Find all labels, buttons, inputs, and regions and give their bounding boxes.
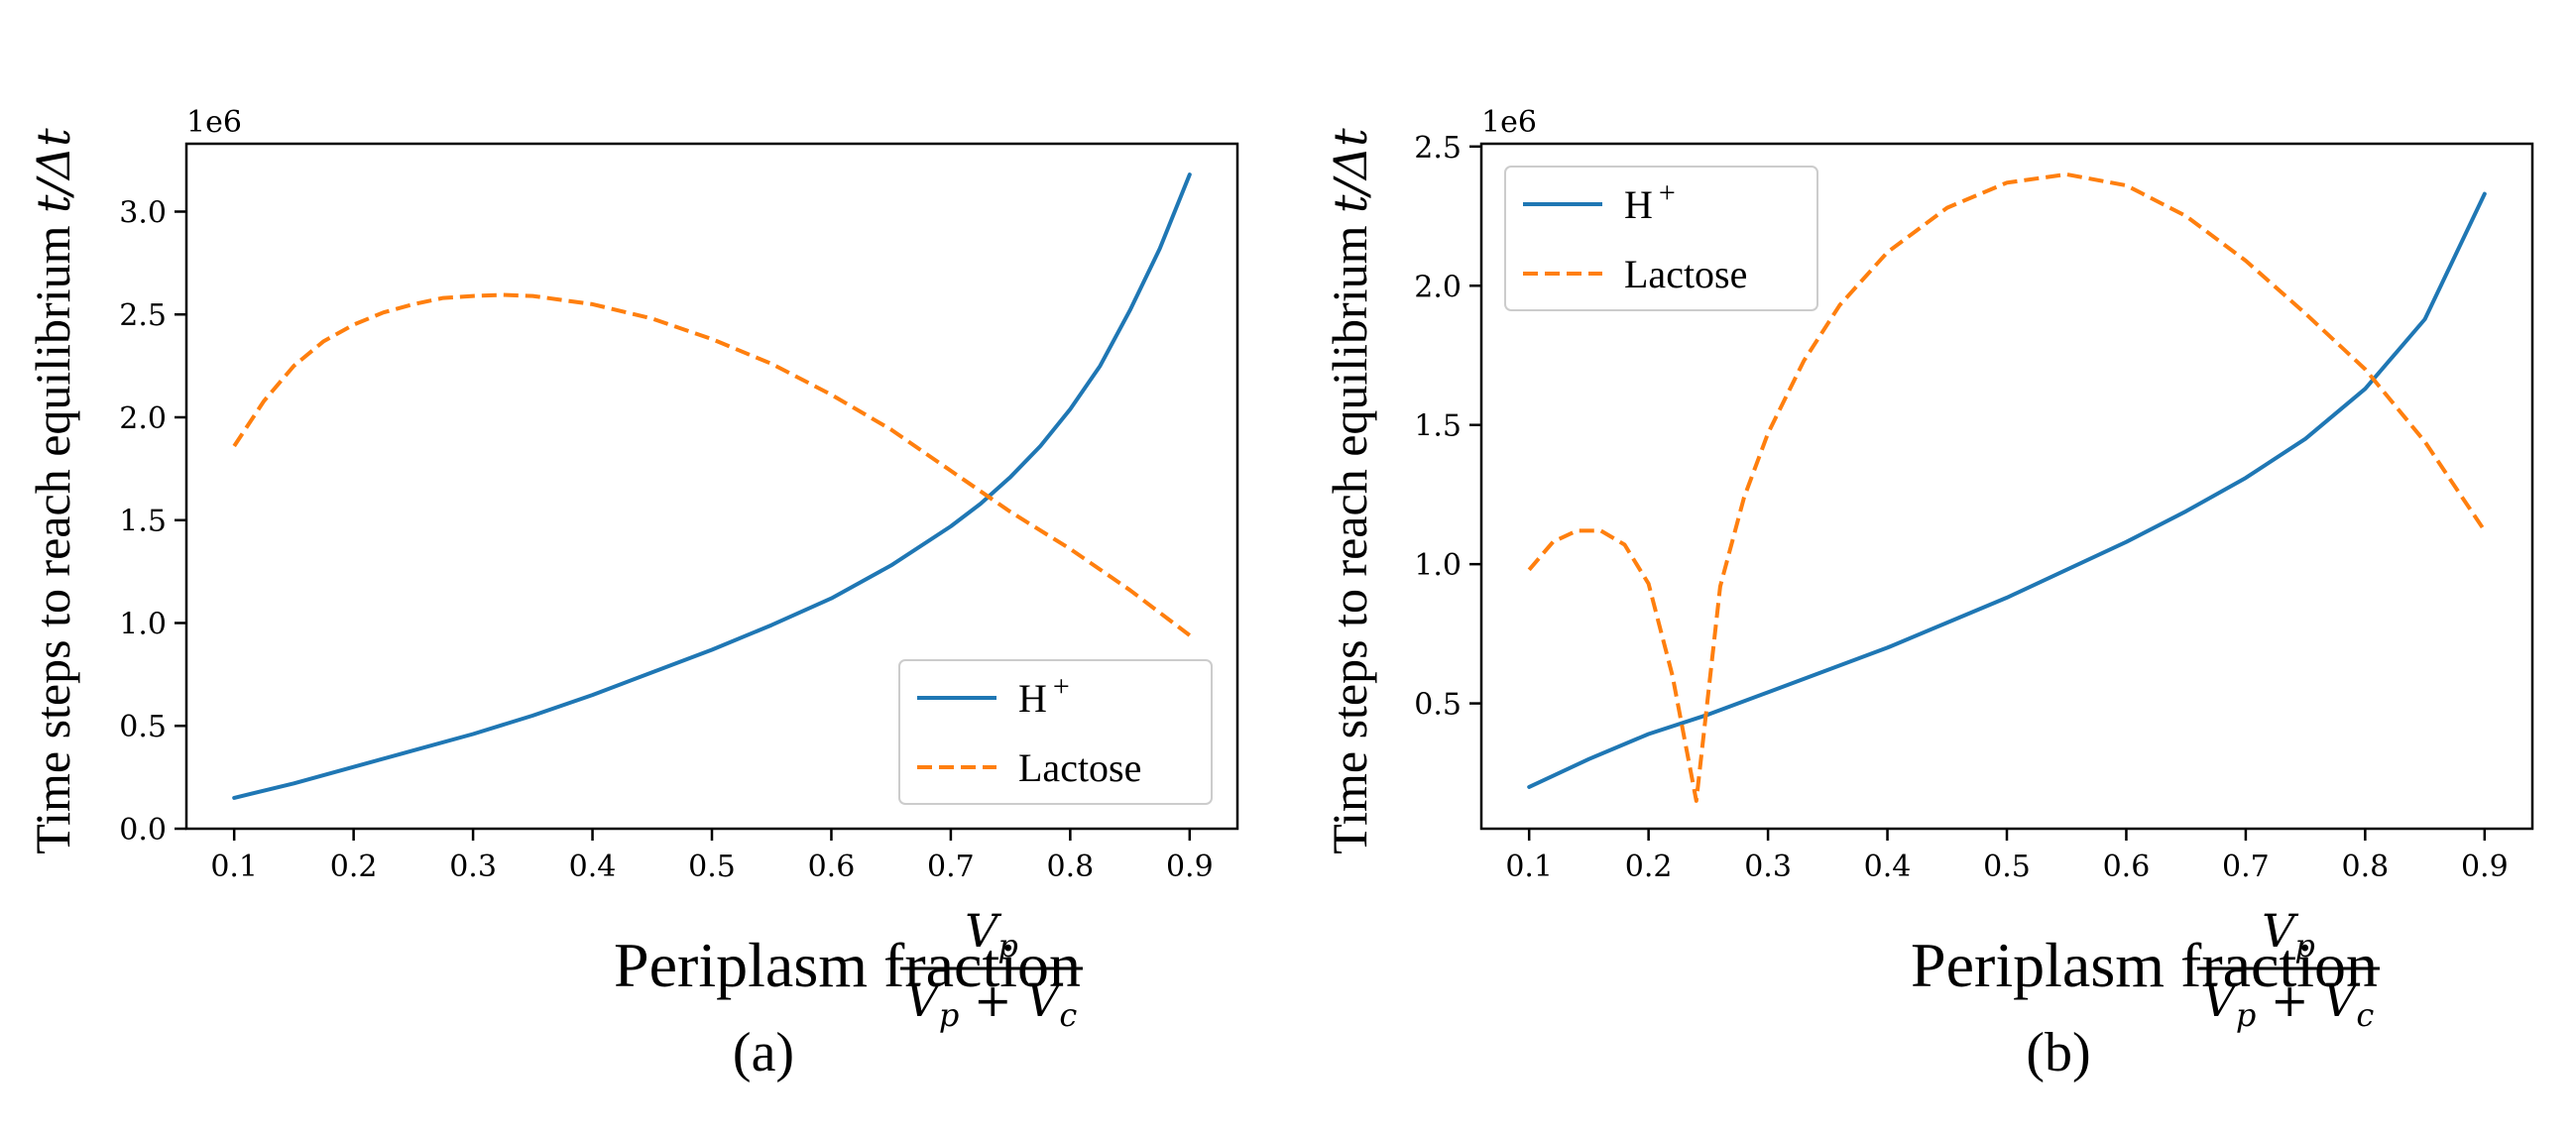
x-axis-label: Periplasm fraction xyxy=(614,930,1081,1000)
y-axis-label-math: t/Δt xyxy=(27,128,80,213)
chart-panel-a: 0.1 0.2 0.3 0.4 0.5 0.6 0.7 0.8 0.9 0.0 0.5 1.0 1.5 2… xyxy=(25,105,1239,1083)
legend-label-h-plus: H + xyxy=(1018,670,1070,721)
x-axis-label-fraction-numerator: Vp xyxy=(2262,904,2315,965)
x-tick-label: 0.8 xyxy=(1047,850,1095,884)
legend-label-h-plus: H + xyxy=(1624,176,1676,227)
x-tick-label: 0.6 xyxy=(808,850,856,884)
y-axis-label-text: Time steps to reach equilibrium xyxy=(1322,213,1377,854)
y-tick-label: 0.5 xyxy=(1414,688,1462,723)
y-tick-label: 1.0 xyxy=(1414,548,1462,583)
x-tick-label: 0.7 xyxy=(2222,850,2270,884)
x-tick-label: 0.2 xyxy=(1625,850,1673,884)
y-tick-label: 1.5 xyxy=(1414,409,1462,444)
y-axis-label-math: t/Δt xyxy=(1324,128,1377,213)
y-axis-label: Time steps to reach equilibrium t/Δt xyxy=(1322,128,1377,854)
x-tick-label: 0.3 xyxy=(449,850,497,884)
x-tick-label: 0.1 xyxy=(210,850,258,884)
x-axis-label-fraction-denominator: Vp + Vc xyxy=(2203,973,2375,1034)
axis-offset-text: 1e6 xyxy=(186,105,242,140)
legend-label-lactose: Lactose xyxy=(1018,745,1141,790)
x-tick-label: 0.1 xyxy=(1505,850,1553,884)
y-tick-label: 2.5 xyxy=(119,298,167,333)
y-tick-label: 2.0 xyxy=(119,401,167,436)
legend-label-lactose: Lactose xyxy=(1624,252,1747,296)
panel-label: (b) xyxy=(2026,1022,2090,1083)
y-tick-label: 1.0 xyxy=(119,607,167,641)
series-line-lactose xyxy=(1527,171,2487,803)
x-tick-label: 0.6 xyxy=(2103,850,2151,884)
x-tick-label: 0.5 xyxy=(688,850,736,884)
x-axis-label-fraction-denominator: Vp + Vc xyxy=(906,973,1078,1034)
legend: H + Lactose xyxy=(898,659,1213,805)
x-tick-label: 0.4 xyxy=(1864,850,1912,884)
y-tick-label: 2.0 xyxy=(1414,270,1462,304)
x-tick-label: 0.5 xyxy=(1983,850,2031,884)
y-axis-label-text: Time steps to reach equilibrium xyxy=(25,213,80,854)
series-line-h-plus xyxy=(1527,191,2487,789)
x-axis-label: Periplasm fraction xyxy=(1911,930,2378,1000)
x-tick-label: 0.7 xyxy=(927,850,975,884)
panel-label: (a) xyxy=(733,1022,794,1083)
y-tick-label: 2.5 xyxy=(1414,131,1462,166)
y-tick-label: 0.5 xyxy=(119,710,167,744)
x-tick-label: 0.2 xyxy=(330,850,378,884)
series-line-h-plus xyxy=(232,172,1192,800)
chart-panel-b: 0.1 0.2 0.3 0.4 0.5 0.6 0.7 0.8 0.9 0.5 1.0 1.5 2.0 2… xyxy=(1322,105,2534,1083)
y-tick-label: 1.5 xyxy=(119,505,167,539)
x-tick-label: 0.4 xyxy=(569,850,617,884)
series-line-lactose xyxy=(232,292,1192,637)
y-axis-label: Time steps to reach equilibrium t/Δt xyxy=(25,128,80,854)
x-tick-label: 0.3 xyxy=(1744,850,1792,884)
axis-offset-text: 1e6 xyxy=(1481,105,1537,140)
x-tick-label: 0.9 xyxy=(1166,850,1214,884)
x-tick-label: 0.9 xyxy=(2461,850,2509,884)
y-tick-label: 3.0 xyxy=(119,195,167,230)
legend: H + Lactose xyxy=(1504,166,1818,311)
x-tick-label: 0.8 xyxy=(2342,850,2390,884)
x-axis-label-fraction-numerator: Vp xyxy=(965,904,1018,965)
y-tick-label: 0.0 xyxy=(119,813,167,848)
